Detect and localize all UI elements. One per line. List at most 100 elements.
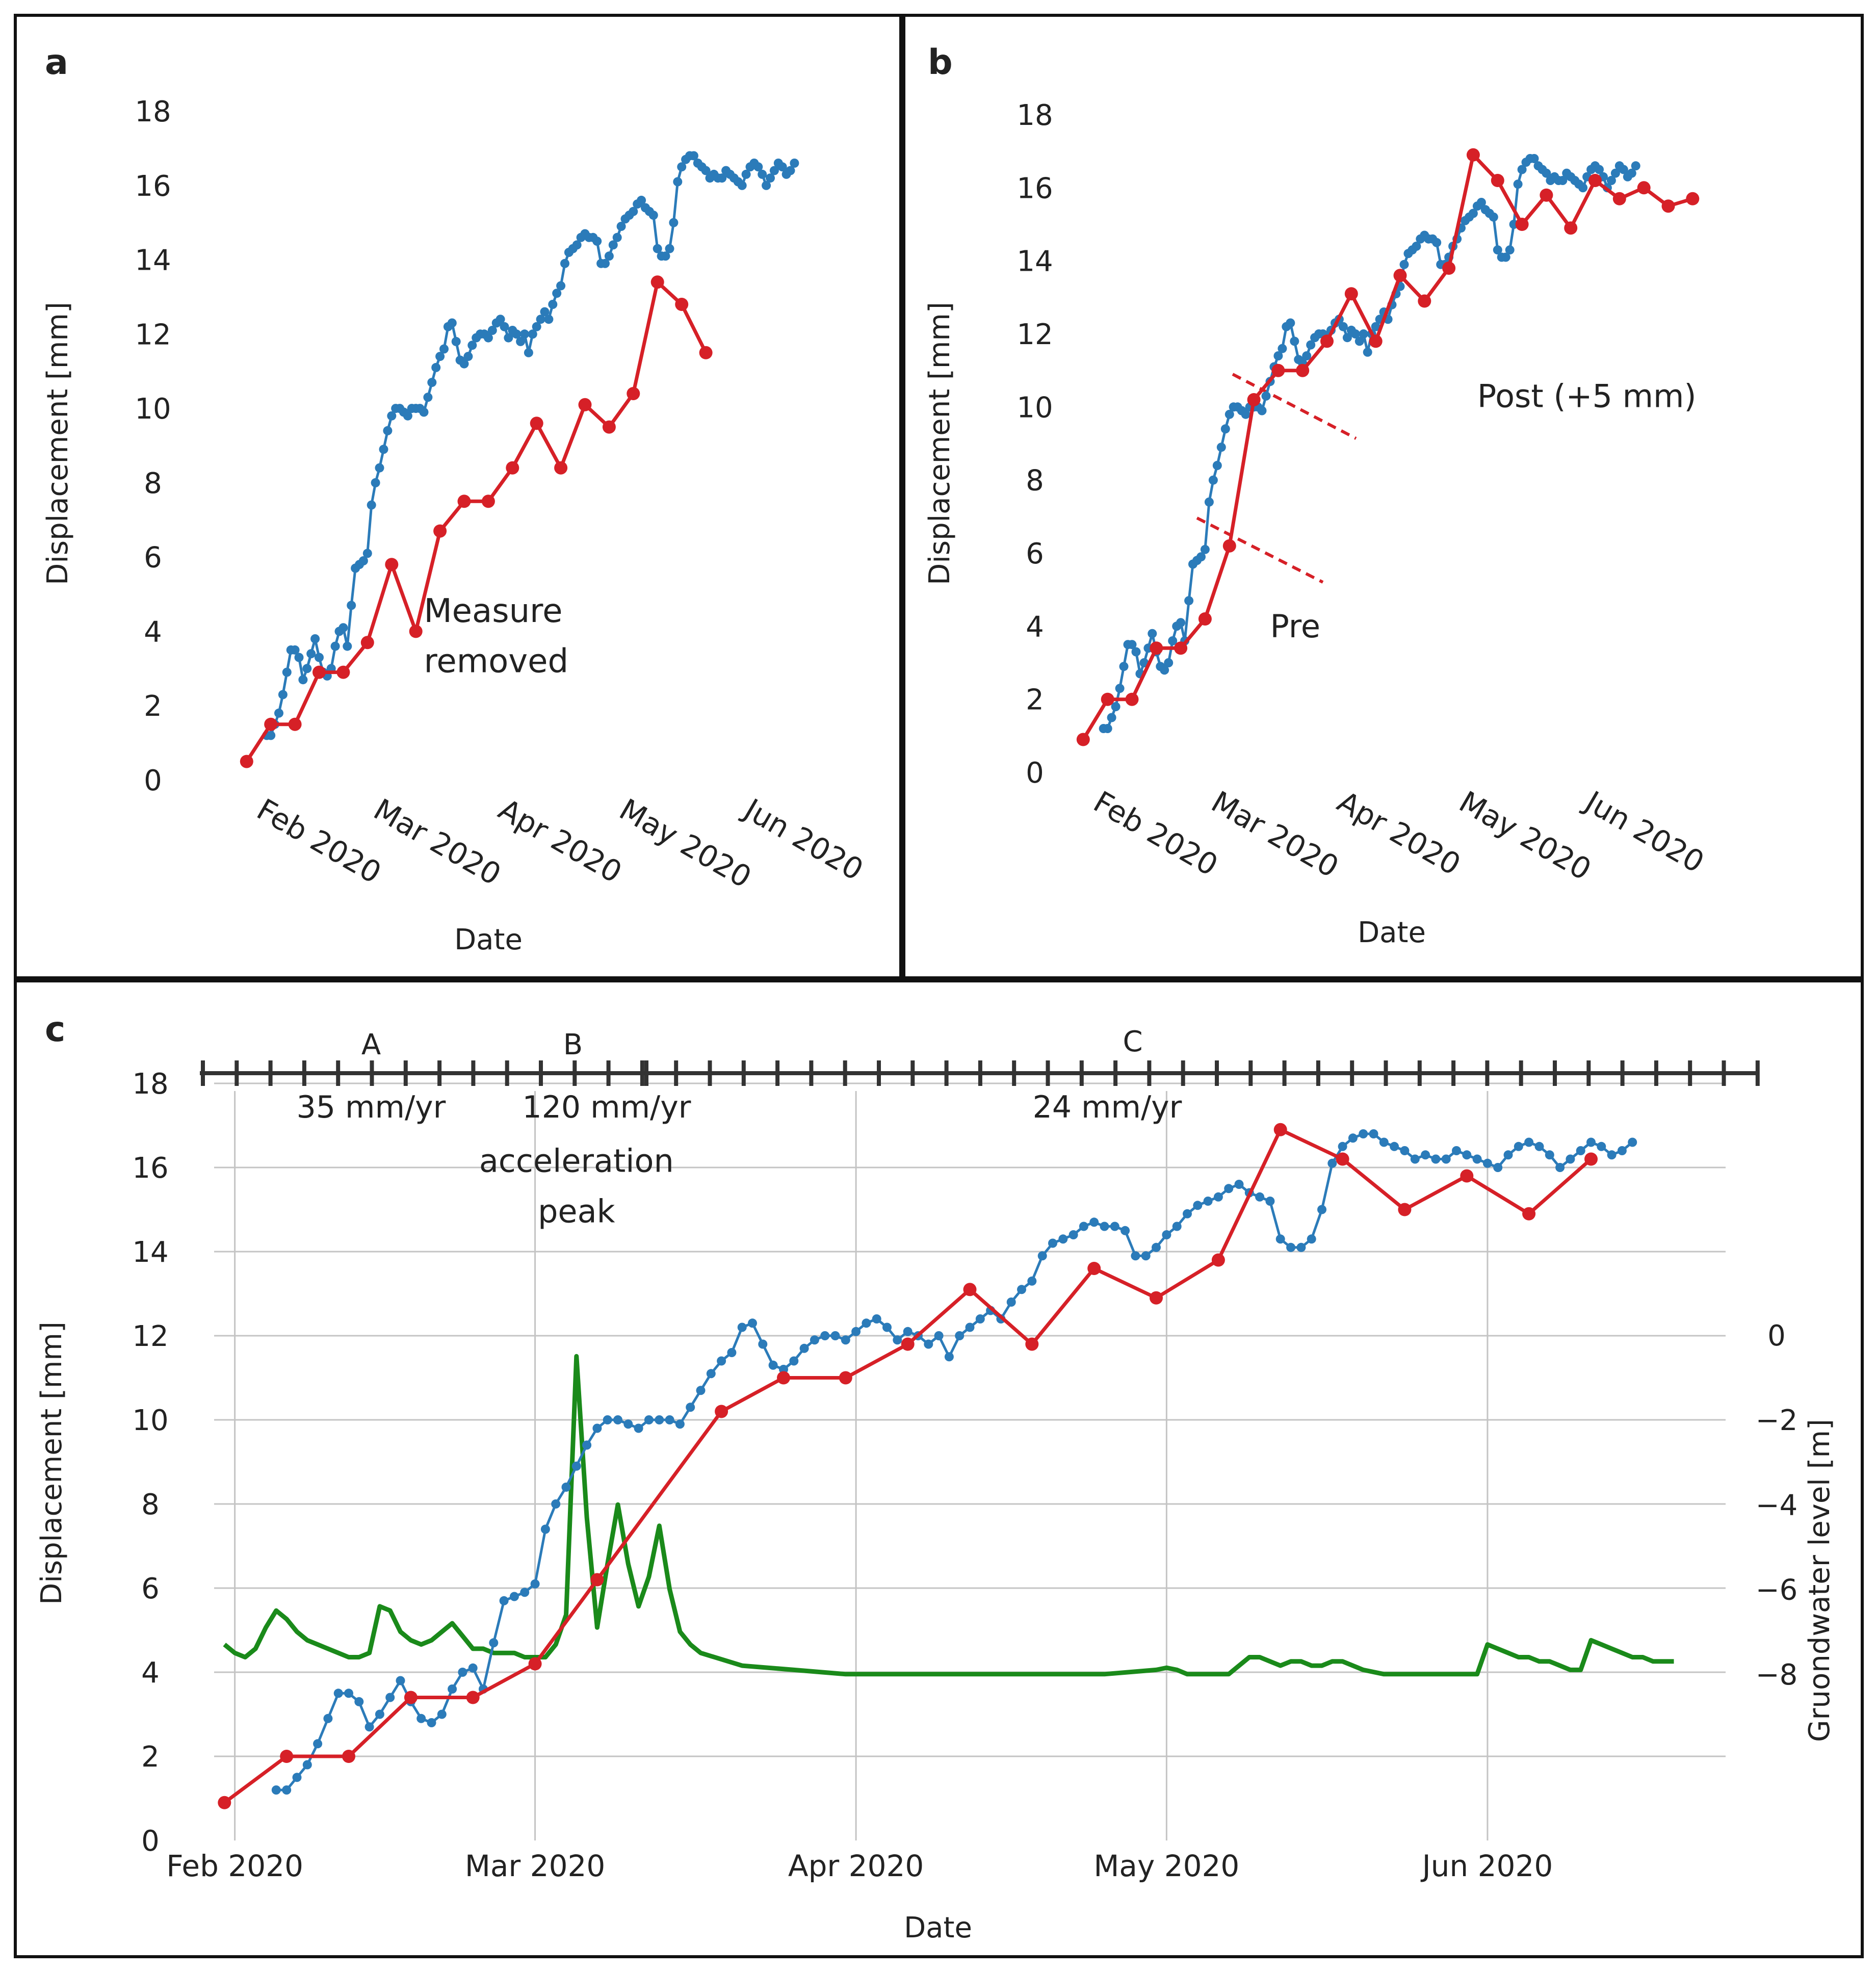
a-insar-point-99 xyxy=(661,251,670,261)
a-insar-point-5 xyxy=(282,667,292,677)
c-insar-point-104 xyxy=(1348,1133,1358,1143)
c-insar-point-85 xyxy=(1152,1242,1161,1252)
b-insar-point-8 xyxy=(1131,647,1141,657)
c-xtick-4: Jun 2020 xyxy=(1421,1849,1553,1883)
a-gnss-point-9 xyxy=(457,495,471,508)
c-insar-point-96 xyxy=(1265,1197,1275,1206)
c-insar-point-58 xyxy=(872,1314,881,1324)
c-insar-point-39 xyxy=(675,1419,685,1429)
b-insar-point-102 xyxy=(1513,179,1523,189)
a-insar-point-31 xyxy=(387,411,397,421)
a-insar-point-58 xyxy=(496,315,505,324)
b-ytick-4: 8 xyxy=(1026,464,1044,498)
b-insar-point-40 xyxy=(1261,391,1271,401)
panel-c-frame xyxy=(14,979,1864,1958)
c-gnss-point-5 xyxy=(528,1657,542,1671)
a-gnss-point-19 xyxy=(699,346,713,359)
c-insar-point-97 xyxy=(1275,1234,1285,1244)
c-insar-point-111 xyxy=(1421,1150,1430,1160)
b-insar-point-103 xyxy=(1517,165,1527,174)
c-insar-point-14 xyxy=(416,1714,426,1723)
b-gnss-point-13 xyxy=(1393,269,1407,282)
c-insar-point-112 xyxy=(1431,1154,1441,1164)
c-gnss-point-7 xyxy=(715,1405,728,1418)
b-insar-point-126 xyxy=(1610,168,1620,178)
b-insar-point-97 xyxy=(1493,245,1502,255)
b-gnss-point-22 xyxy=(1612,192,1626,205)
a-insar-point-119 xyxy=(741,169,751,179)
b-insar-point-74 xyxy=(1399,260,1409,269)
a-insar-point-67 xyxy=(532,322,541,331)
c-insar-point-113 xyxy=(1441,1154,1451,1164)
c-insar-point-38 xyxy=(665,1415,674,1424)
b-gnss-point-23 xyxy=(1637,181,1651,195)
c-ytick-9: 18 xyxy=(132,1068,168,1101)
a-insar-point-30 xyxy=(383,426,393,435)
c-insar-point-52 xyxy=(810,1335,819,1345)
c-insar-point-66 xyxy=(955,1331,965,1340)
a-y-axis-title: Displacement [mm] xyxy=(41,302,74,585)
b-insar-point-39 xyxy=(1257,406,1267,416)
panel-b-letter: b xyxy=(928,42,953,83)
panel-c: A B C 35 mm/yr 120 mm/yr 24 mm/yr 0 2 4 … xyxy=(35,1025,1836,1944)
a-insar-point-126 xyxy=(769,166,779,175)
panel-c-yticks: 0 2 4 6 8 10 12 14 16 18 xyxy=(132,1068,168,1858)
b-xtick-3: May 2020 xyxy=(1453,784,1597,887)
b-gnss-point-11 xyxy=(1344,287,1358,301)
c-gnss-point-1 xyxy=(280,1750,294,1763)
a-insar-point-4 xyxy=(278,690,288,699)
c-insar-point-60 xyxy=(893,1335,902,1345)
a-insar-point-70 xyxy=(544,315,554,324)
b-insar-point-67 xyxy=(1371,322,1380,331)
c-gnss-line xyxy=(223,1128,1593,1804)
c-gnss-point-17 xyxy=(1336,1152,1349,1166)
b-gnss-point-1 xyxy=(1101,692,1114,706)
b-insar-point-118 xyxy=(1578,183,1588,193)
c-gnss-point-8 xyxy=(777,1371,790,1385)
c-insar-point-79 xyxy=(1089,1217,1099,1227)
b-xtick-0: Feb 2020 xyxy=(1088,784,1224,883)
c-ytick-6: 12 xyxy=(132,1320,168,1353)
c-insar-point-50 xyxy=(789,1356,799,1366)
c-xtick-2: Apr 2020 xyxy=(788,1849,924,1883)
c-ytick-7: 14 xyxy=(132,1236,168,1269)
a-gnss-point-2 xyxy=(288,717,302,731)
c-insar-point-16 xyxy=(437,1709,447,1719)
c-gnss-point-14 xyxy=(1150,1291,1163,1305)
a-gnss-point-13 xyxy=(554,461,568,475)
a-gnss-point-1 xyxy=(264,717,278,731)
b-gnss-point-8 xyxy=(1271,364,1285,377)
c-insar-point-40 xyxy=(686,1403,695,1412)
b-insar-point-15 xyxy=(1160,665,1169,675)
c-insar-point-84 xyxy=(1141,1251,1151,1261)
a-ytick-1: 2 xyxy=(144,690,162,723)
a-insar-point-44 xyxy=(439,344,449,354)
b-insar-point-109 xyxy=(1542,168,1551,178)
b-ytick-6: 12 xyxy=(1017,318,1053,351)
a-insar-point-72 xyxy=(552,289,562,298)
panel-b-frame xyxy=(902,14,1864,979)
c-gnss-point-4 xyxy=(466,1691,480,1704)
b-insar-point-60 xyxy=(1342,333,1352,343)
a-insar-point-17 xyxy=(330,641,340,651)
b-ytick-1: 2 xyxy=(1026,684,1044,717)
b-annotation-post: Post (+5 mm) xyxy=(1477,377,1697,414)
c-ytick-3: 6 xyxy=(141,1572,160,1605)
a-insar-point-27 xyxy=(371,478,380,487)
b-insar-point-113 xyxy=(1558,176,1568,185)
c-xtick-0: Feb 2020 xyxy=(166,1849,303,1883)
a-insar-point-1 xyxy=(266,731,276,740)
b-insar-point-44 xyxy=(1278,344,1287,353)
c-insar-point-47 xyxy=(758,1339,768,1349)
c-gnss-point-16 xyxy=(1273,1123,1287,1136)
c-insar-point-5 xyxy=(323,1714,333,1723)
c-insar-point-64 xyxy=(934,1331,944,1340)
c-insar-point-43 xyxy=(717,1356,726,1366)
b-gnss-point-9 xyxy=(1296,364,1310,377)
a-insar-point-118 xyxy=(737,180,747,190)
a-insar-point-84 xyxy=(601,258,610,268)
a-insar-point-86 xyxy=(608,240,618,250)
a-insar-point-59 xyxy=(500,322,509,331)
b-insar-point-91 xyxy=(1468,209,1478,218)
